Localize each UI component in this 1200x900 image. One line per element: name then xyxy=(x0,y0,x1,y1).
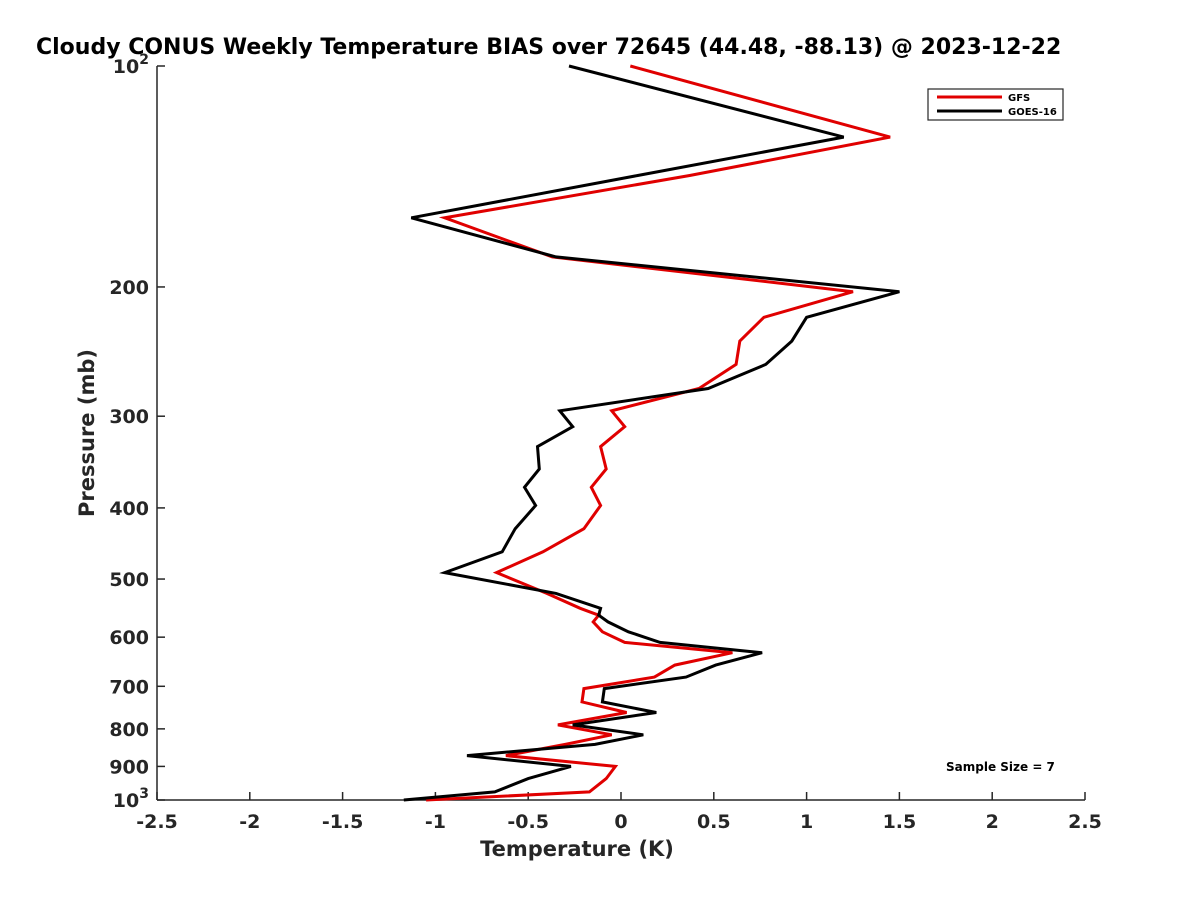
y-axis-ticks: 102 200 300 400 500 600 700 800 900 103 xyxy=(109,52,165,812)
x-tick-label: 0 xyxy=(614,811,627,833)
legend-entry: GFS xyxy=(1008,93,1030,104)
x-tick-label: 2.5 xyxy=(1068,811,1102,833)
axes xyxy=(156,66,1085,801)
y-tick-label: 600 xyxy=(109,627,149,649)
series-group xyxy=(403,64,900,802)
y-tick-label: 103 xyxy=(113,786,149,812)
x-tick-label: 0.5 xyxy=(697,811,731,833)
series-line-gfs xyxy=(426,64,891,802)
sample-size-annotation: Sample Size = 7 xyxy=(946,760,1055,774)
legend: GFS GOES-16 xyxy=(927,88,1064,121)
y-tick-label: 200 xyxy=(109,277,149,299)
y-tick-label: 700 xyxy=(109,676,149,698)
x-tick-label: 2 xyxy=(986,811,999,833)
y-tick-label: 102 xyxy=(113,52,149,78)
y-axis-label: Pressure (mb) xyxy=(75,349,99,517)
x-tick-label: -2 xyxy=(239,811,260,833)
y-tick-label: 300 xyxy=(109,406,149,428)
series-line-goes-16 xyxy=(403,64,900,802)
x-tick-label: 1.5 xyxy=(883,811,917,833)
x-tick-label: 1 xyxy=(800,811,813,833)
y-tick-label: 800 xyxy=(109,719,149,741)
y-tick-label: 900 xyxy=(109,756,149,778)
x-axis-ticks: -2.5 -2 -1.5 -1 -0.5 0 0.5 1 1.5 2 2.5 xyxy=(136,792,1102,833)
y-tick-label: 400 xyxy=(109,498,149,520)
x-axis-label: Temperature (K) xyxy=(480,837,674,861)
x-tick-label: -1.5 xyxy=(322,811,364,833)
legend-entry: GOES-16 xyxy=(1008,107,1057,118)
x-tick-label: -2.5 xyxy=(136,811,178,833)
legend-box xyxy=(927,88,1064,121)
y-tick-label: 500 xyxy=(109,569,149,591)
chart-title: Cloudy CONUS Weekly Temperature BIAS ove… xyxy=(36,35,1061,60)
x-tick-label: -0.5 xyxy=(507,811,549,833)
x-tick-label: -1 xyxy=(425,811,446,833)
